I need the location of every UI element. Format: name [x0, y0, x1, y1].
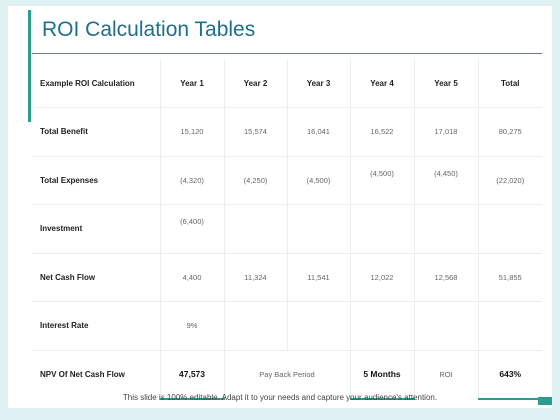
roi-label: ROI [414, 350, 479, 399]
table-cell [224, 301, 288, 351]
table-cell: (4,500) [287, 156, 351, 205]
accent-bar [28, 10, 31, 122]
roi-value: 643% [478, 350, 542, 400]
table-cell [224, 204, 288, 254]
table-cell [350, 301, 415, 351]
title-divider [32, 53, 542, 54]
header-year-1: Year 1 [160, 59, 225, 108]
header-label: Example ROI Calculation [32, 59, 161, 108]
table-header-row: Example ROI Calculation Year 1 Year 2 Ye… [32, 59, 542, 108]
table-cell: 12,022 [350, 253, 415, 302]
table-cell: 11,541 [287, 253, 351, 302]
table-cell: 16,522 [350, 107, 415, 157]
slide: ROI Calculation Tables Example ROI Calcu… [8, 6, 552, 408]
row-label: NPV Of Net Cash Flow [32, 350, 161, 399]
table-cell: (4,500) [350, 156, 415, 205]
header-year-5: Year 5 [414, 59, 479, 108]
payback-label: Pay Back Period [224, 350, 351, 399]
table-cell [350, 204, 415, 254]
row-label: Interest Rate [32, 301, 161, 351]
table-row-interest-rate: Interest Rate 9% [32, 301, 542, 351]
table-row-npv: NPV Of Net Cash Flow 47,573 Pay Back Per… [32, 350, 542, 400]
table-cell: (4,250) [224, 156, 288, 205]
table-row-investment: Investment (6,400) [32, 204, 542, 254]
table-cell: (22,020) [478, 156, 542, 205]
row-label: Total Benefit [32, 107, 161, 157]
table-cell: 12,568 [414, 253, 479, 302]
table-cell [478, 301, 542, 351]
row-label: Net Cash Flow [32, 253, 161, 302]
footer-note: This slide is 100% editable. Adapt it to… [122, 393, 438, 402]
table-row-total-expenses: Total Expenses (4,320) (4,250) (4,500) (… [32, 156, 542, 205]
table-cell [414, 301, 479, 351]
table-cell [287, 301, 351, 351]
table-row-net-cash-flow: Net Cash Flow 4,400 11,324 11,541 12,022… [32, 253, 542, 302]
table-cell: 4,400 [160, 253, 225, 302]
table-cell: (6,400) [160, 204, 225, 254]
table-cell: 15,120 [160, 107, 225, 157]
table-cell [287, 204, 351, 254]
table-cell [478, 204, 542, 254]
table-row-total-benefit: Total Benefit 15,120 15,574 16,041 16,52… [32, 107, 542, 157]
table-cell: 80,275 [478, 107, 542, 157]
npv-value: 47,573 [160, 350, 225, 400]
table-cell: (4,320) [160, 156, 225, 205]
table-cell: 11,324 [224, 253, 288, 302]
table-cell: 51,855 [478, 253, 542, 302]
header-year-2: Year 2 [224, 59, 288, 108]
table-cell: 16,041 [287, 107, 351, 157]
row-label: Total Expenses [32, 156, 161, 205]
row-label: Investment [32, 204, 161, 254]
slide-title: ROI Calculation Tables [42, 18, 256, 41]
roi-table: Example ROI Calculation Year 1 Year 2 Ye… [32, 59, 542, 400]
table-cell: 9% [160, 301, 225, 351]
header-total: Total [478, 59, 542, 108]
table-cell: 15,574 [224, 107, 288, 157]
corner-accent [538, 397, 552, 405]
header-year-4: Year 4 [350, 59, 415, 108]
header-year-3: Year 3 [287, 59, 351, 108]
table-cell: 17,018 [414, 107, 479, 157]
payback-value: 5 Months [350, 350, 415, 400]
table-cell: (4,450) [414, 156, 479, 205]
table-cell [414, 204, 479, 254]
